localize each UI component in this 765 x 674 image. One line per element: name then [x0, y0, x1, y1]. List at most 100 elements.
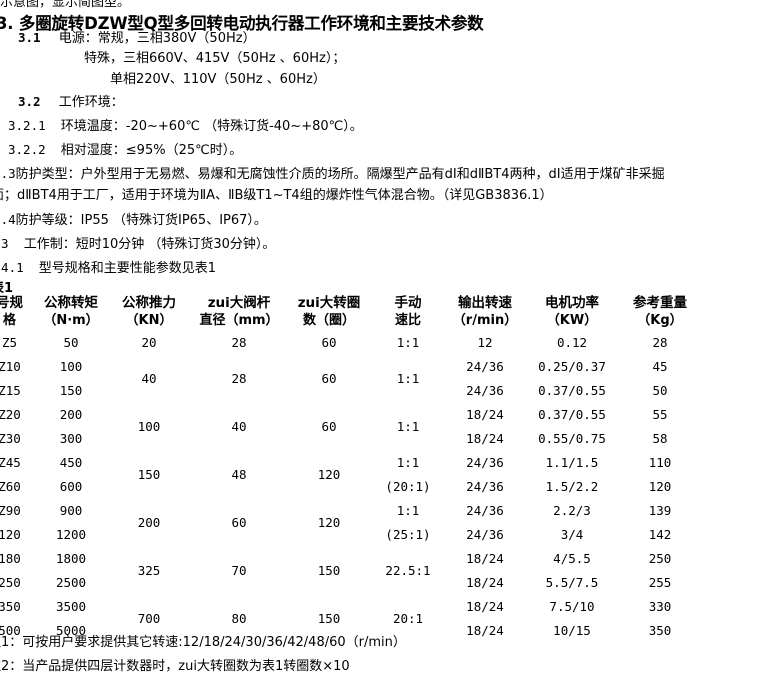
cell-turns: 150 [317, 562, 341, 578]
header-line1: 手动 [394, 295, 422, 311]
cell-model: 350 [0, 598, 21, 614]
cell-manual-ratio: (25:1) [385, 526, 431, 542]
spec-table: 号规 格 公称转矩 （N·m） 公称推力 （KN） zui大阀杆 直径（mm） … [0, 294, 703, 642]
cell-stem: 70 [231, 562, 247, 578]
table-header-row: 号规 格 公称转矩 （N·m） 公称推力 （KN） zui大阀杆 直径（mm） … [0, 294, 703, 330]
column-header-max-turns: zui大转圈 数（圈） [285, 294, 373, 330]
paragraph-text: 防护类型：户外型用于无易燃、易爆和无腐蚀性介质的场所。隔爆型产品有dⅠ和dⅡBT… [15, 167, 665, 182]
cell-output-speed: 24/36 [466, 478, 504, 494]
cell-torque: 450 [59, 454, 83, 470]
column-header-weight: 参考重量 （Kg） [617, 294, 703, 330]
cell-model: 120 [0, 526, 21, 542]
table-row: 120 1200 (25:1) 24/36 3/4 142 [0, 522, 703, 546]
table-row: 350 3500 700 80 150 20:1 18/24 7.5/10 330 [0, 594, 703, 626]
cell-thrust: 325 [137, 562, 161, 578]
paragraph-number: 3.4.1 [0, 260, 24, 275]
cell-model: Z30 [0, 430, 21, 446]
table-caption: 表1 [0, 281, 14, 296]
header-unit: （N·m） [43, 313, 99, 328]
header-line1: 输出转速 [458, 295, 512, 311]
cell-model: Z20 [0, 406, 21, 422]
cell-weight: 28 [652, 334, 668, 350]
paragraph-number: 3.2.2 [8, 142, 46, 157]
paragraph-line-power-special: 特殊，三相660V、415V（50Hz 、60Hz）； [84, 52, 345, 66]
header-line1: 号规 [0, 295, 23, 311]
cell-torque: 300 [59, 430, 83, 446]
cell-model: Z45 [0, 454, 21, 470]
cell-output-speed: 24/36 [466, 502, 504, 518]
cell-thrust: 700 [137, 610, 161, 626]
footnote-2: 注2：当产品提供四层计数器时，zui大转圈数为表1转圈数×10 [0, 659, 350, 674]
cell-torque: 1800 [55, 550, 87, 566]
section-heading: 3. 多圈旋转DZW型Q型多回转电动执行器工作环境和主要技术参数 [0, 14, 484, 33]
paragraph-text: 电源：常规，三相380V（50Hz） [58, 31, 256, 46]
paragraph-number: 3.2.3 [0, 166, 16, 181]
paragraph-number: 3.1 [18, 30, 41, 45]
paragraph-number: 3.2.4 [0, 212, 16, 227]
cell-stem: 80 [231, 610, 247, 626]
table-row: 250 2500 18/24 5.5/7.5 255 [0, 570, 703, 594]
header-unit: 数（圈） [302, 313, 355, 328]
cell-model: Z60 [0, 478, 21, 494]
table-row: 500 5000 18/24 10/15 350 [0, 618, 703, 642]
cell-torque: 2500 [55, 574, 87, 590]
column-header-motor-power: 电机功率 （KW） [527, 294, 617, 330]
paragraph-line-3-2-1: 3.2.1 环境温度：-20~+60℃ （特殊订货-40~+80℃）。 [8, 119, 363, 134]
table-body: Z5 50 20 28 60 1:1 12 0.12 28 Z10 100 40 28 60 1:1 24/3… [0, 330, 703, 642]
cell-weight: 58 [652, 430, 668, 446]
cell-weight: 330 [648, 598, 672, 614]
header-unit: （Kg） [637, 313, 683, 328]
paragraph-line-3-2-4: 3.2.4防护等级：IP55 （特殊订货IP65、IP67）。 [0, 213, 267, 228]
header-unit: （KN） [125, 313, 173, 328]
cell-torque: 600 [59, 478, 83, 494]
cell-output-speed: 18/24 [466, 622, 504, 638]
paragraph-text: 防护等级：IP55 （特殊订货IP65、IP67）。 [15, 213, 267, 228]
table-row: Z60 600 (20:1) 24/36 1.5/2.2 120 [0, 474, 703, 498]
cell-torque: 150 [59, 382, 83, 398]
paragraph-line-power-single-phase: 单相220V、110V（50Hz 、60Hz） [110, 73, 326, 87]
cell-output-speed: 18/24 [466, 550, 504, 566]
cell-torque: 1200 [55, 526, 87, 542]
cell-model: Z10 [0, 358, 21, 374]
cell-motor-power: 0.12 [556, 334, 588, 350]
paragraph-line-3-1: 3.1 电源：常规，三相380V（50Hz） [18, 31, 256, 46]
cell-manual-ratio: 1:1 [396, 334, 420, 350]
cell-weight: 110 [648, 454, 672, 470]
header-line1: 参考重量 [633, 295, 687, 311]
cell-stem: 40 [231, 418, 247, 434]
column-header-output-speed: 输出转速 （r/min） [443, 294, 527, 330]
cell-torque: 5000 [55, 622, 87, 638]
cell-turns: 150 [317, 610, 341, 626]
cell-thrust: 40 [141, 370, 157, 386]
cell-output-speed: 18/24 [466, 406, 504, 422]
cell-motor-power: 7.5/10 [549, 598, 595, 614]
cell-model: Z90 [0, 502, 21, 518]
cell-manual-ratio: 22.5:1 [385, 562, 431, 578]
cell-motor-power: 1.1/1.5 [545, 454, 599, 470]
cell-turns: 120 [317, 466, 341, 482]
cell-motor-power: 0.37/0.55 [538, 382, 606, 398]
cell-weight: 139 [648, 502, 672, 518]
table-row: Z15 150 24/36 0.37/0.55 50 [0, 378, 703, 402]
cell-stem: 48 [231, 466, 247, 482]
cell-motor-power: 3/4 [560, 526, 584, 542]
column-header-stem-diameter: zui大阀杆 直径（mm） [193, 294, 285, 330]
paragraph-line-3-3: 3.3 工作制：短时10分钟 （特殊订货30分钟）。 [0, 237, 275, 252]
cell-manual-ratio: 1:1 [396, 418, 420, 434]
paragraph-text: 作面；dⅡBT4用于工厂，适用于环境为ⅡA、ⅡB级T1~T4组的爆炸性气体混合物… [0, 188, 553, 203]
cell-output-speed: 18/24 [466, 430, 504, 446]
cell-thrust: 20 [141, 334, 157, 350]
header-line1: 公称推力 [122, 295, 176, 311]
cell-torque: 100 [59, 358, 83, 374]
header-unit: 速比 [394, 313, 421, 328]
cell-weight: 120 [648, 478, 672, 494]
header-unit: 直径（mm） [199, 313, 279, 328]
cell-motor-power: 0.37/0.55 [538, 406, 606, 422]
cell-model: 180 [0, 550, 21, 566]
cell-stem: 60 [231, 514, 247, 530]
cell-motor-power: 4/5.5 [553, 550, 591, 566]
paragraph-text: 环境温度：-20~+60℃ （特殊订货-40~+80℃）。 [60, 119, 363, 134]
table-row: Z5 50 20 28 60 1:1 12 0.12 28 [0, 330, 703, 354]
cell-weight: 50 [652, 382, 668, 398]
